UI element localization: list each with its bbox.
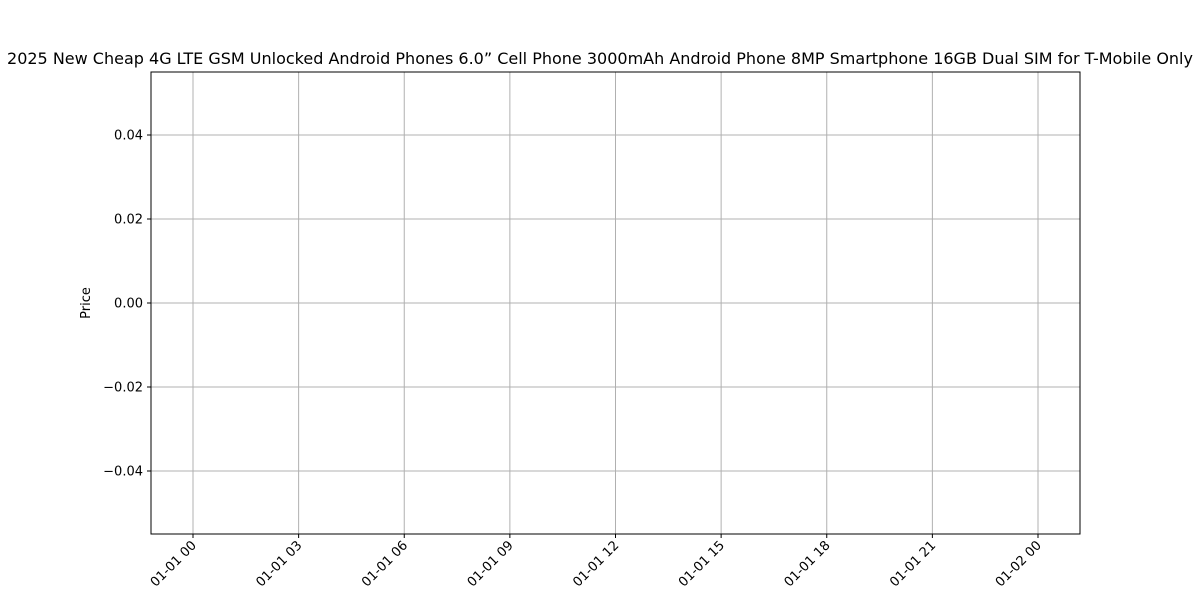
x-tick-label: 01-01 18 — [782, 538, 834, 590]
y-axis-label: Price — [79, 287, 94, 319]
x-tick-label: 01-02 00 — [993, 538, 1045, 590]
x-tick-label: 01-01 06 — [359, 538, 411, 590]
x-tick-label: 01-01 12 — [570, 538, 622, 590]
chart-title: 2025 New Cheap 4G LTE GSM Unlocked Andro… — [7, 49, 1193, 68]
x-tick-label: 01-01 21 — [887, 538, 939, 590]
x-tick-label: 01-01 00 — [148, 538, 200, 590]
y-tick-label: −0.02 — [103, 381, 143, 396]
x-tick-label: 01-01 03 — [254, 538, 306, 590]
y-tick-label: −0.04 — [103, 465, 143, 480]
y-tick-label: 0.02 — [114, 213, 143, 228]
x-axis: 01-01 00 01-01 03 01-01 06 01-01 09 01-01 12… — [148, 534, 1045, 590]
y-axis: 0.04 0.02 0.00 −0.02 −0.04 — [103, 129, 151, 480]
x-tick-label: 01-01 15 — [676, 538, 728, 590]
grid — [151, 72, 1080, 534]
y-tick-label: 0.04 — [114, 129, 143, 144]
y-tick-label: 0.00 — [114, 297, 143, 312]
x-tick-label: 01-01 09 — [465, 538, 517, 590]
